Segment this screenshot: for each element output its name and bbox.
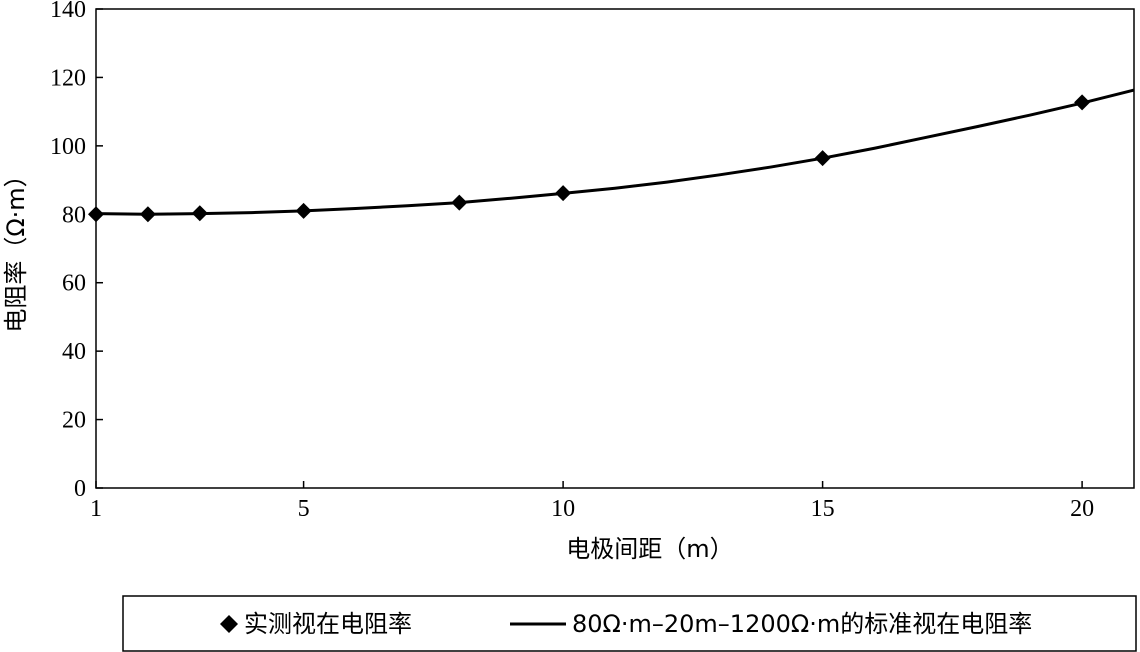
x-tick-label: 10 <box>551 496 575 522</box>
measured-point <box>555 185 572 202</box>
standard-resistivity-line <box>95 88 1135 216</box>
x-tick-label: 5 <box>298 496 310 522</box>
x-tick-label: 20 <box>1070 496 1094 522</box>
legend-label-measured: 实测视在电阻率 <box>244 610 412 638</box>
x-axis: 1 5 10 15 20 <box>90 481 1094 522</box>
x-axis-title: 电极间距（m） <box>566 535 733 563</box>
legend-diamond-marker <box>220 615 238 633</box>
legend-label-standard: 80Ω·m–20m–1200Ω·m的标准视在电阻率 <box>572 610 1032 638</box>
y-tick-label: 100 <box>50 134 86 160</box>
plot-area-frame <box>95 8 1135 489</box>
measured-point <box>88 206 104 223</box>
y-axis-title: 电阻率（Ω·m） <box>2 163 30 332</box>
y-tick-label: 20 <box>62 408 86 434</box>
y-tick-label: 140 <box>50 0 86 23</box>
measured-point <box>139 206 156 223</box>
y-axis: 0 20 40 60 80 100 120 140 <box>50 0 103 502</box>
y-tick-label: 60 <box>62 271 86 297</box>
y-tick-label: 40 <box>62 339 86 365</box>
plot-series <box>88 88 1135 223</box>
legend-box <box>122 595 1137 652</box>
y-tick-label: 120 <box>50 65 86 91</box>
measured-point <box>451 194 468 211</box>
y-tick-label: 80 <box>62 202 86 228</box>
measured-point <box>191 205 208 222</box>
y-tick-label: 0 <box>74 476 86 502</box>
x-tick-label: 1 <box>90 496 102 522</box>
measured-point <box>295 202 312 219</box>
measured-point <box>814 150 831 167</box>
legend: 实测视在电阻率 80Ω·m–20m–1200Ω·m的标准视在电阻率 <box>122 595 1137 652</box>
x-tick-label: 15 <box>811 496 835 522</box>
measured-point <box>1074 94 1091 111</box>
